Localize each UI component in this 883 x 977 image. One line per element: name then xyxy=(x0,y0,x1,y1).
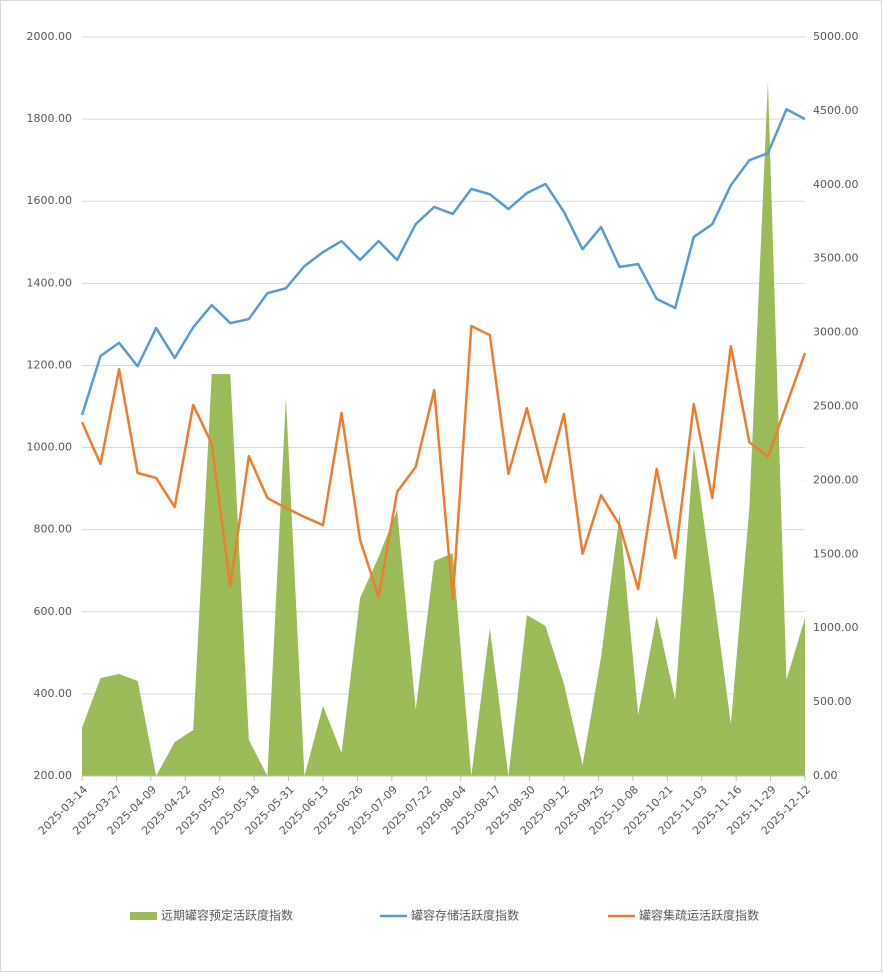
y2-tick-label: 1000.00 xyxy=(813,621,859,634)
y-tick-label: 400.00 xyxy=(34,687,73,700)
legend-label: 罐容集疏运活跃度指数 xyxy=(639,908,759,923)
legend-swatch xyxy=(130,912,157,920)
y-tick-label: 2000.00 xyxy=(27,30,73,43)
legend: 远期罐容预定活跃度指数 罐容存储活跃度指数 罐容集疏运活跃度指数 xyxy=(130,908,759,923)
legend-label: 罐容存储活跃度指数 xyxy=(411,908,519,923)
y-tick-label: 1400.00 xyxy=(27,276,73,289)
y2-tick-label: 500.00 xyxy=(813,695,852,708)
y2-tick-label: 4000.00 xyxy=(813,178,859,191)
legend-label: 远期罐容预定活跃度指数 xyxy=(161,908,293,923)
y2-tick-label: 2500.00 xyxy=(813,400,859,413)
y2-tick-label: 3000.00 xyxy=(813,326,859,339)
y2-tick-label: 4500.00 xyxy=(813,104,859,117)
line xyxy=(80,108,806,416)
y-tick-label: 200.00 xyxy=(34,769,73,782)
y2-tick-label: 0.00 xyxy=(813,769,838,782)
y-tick-label: 1200.00 xyxy=(27,358,73,371)
y2-tick-label: 2000.00 xyxy=(813,473,859,486)
y-tick-label: 600.00 xyxy=(34,605,73,618)
y-tick-label: 1600.00 xyxy=(27,194,73,207)
area xyxy=(82,81,805,776)
y2-tick-label: 5000.00 xyxy=(813,30,859,43)
y-tick-label: 800.00 xyxy=(34,523,73,536)
y2-tick-label: 3500.00 xyxy=(813,252,859,265)
y2-tick-label: 1500.00 xyxy=(813,547,859,560)
y-tick-label: 1800.00 xyxy=(27,112,73,125)
y-tick-label: 1000.00 xyxy=(27,441,73,454)
line xyxy=(80,324,807,601)
